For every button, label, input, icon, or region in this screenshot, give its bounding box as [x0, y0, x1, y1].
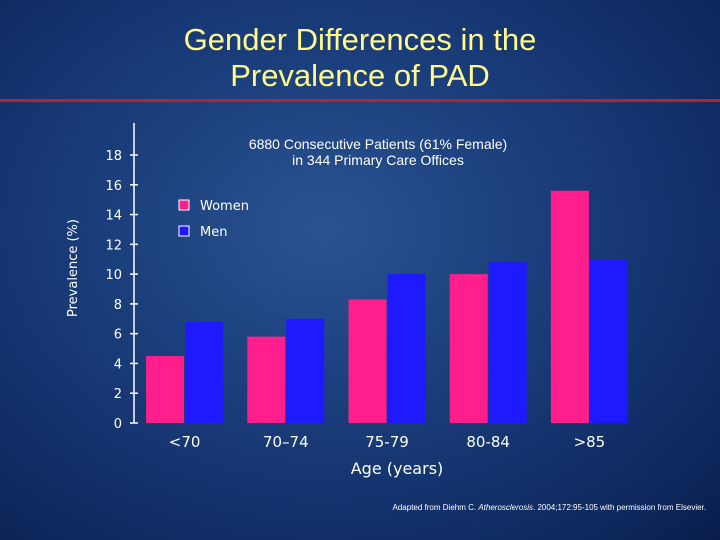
x-tick-label: 80-84	[466, 433, 510, 451]
x-tick-label: <70	[169, 433, 201, 451]
chart-subtitle-line-2: in 344 Primary Care Offices	[292, 152, 464, 168]
y-tick-label: 10	[105, 268, 122, 283]
chart-subtitle-line-1: 6880 Consecutive Patients (61% Female)	[249, 136, 507, 152]
y-tick-label: 2	[114, 387, 122, 402]
y-tick-labels: 0 2 4 6 8 10 12 14 16 18	[105, 149, 138, 432]
source-credit: Adapted from Diehm C. Atherosclerosis. 2…	[0, 503, 706, 512]
legend-item-men: Men	[178, 225, 227, 240]
bar-women-0	[146, 356, 185, 423]
bars	[146, 190, 628, 423]
legend-swatch-men	[178, 225, 190, 237]
credit-journal: Atherosclerosis	[478, 503, 534, 512]
bar-women-1	[247, 336, 286, 423]
y-tick-label: 8	[114, 298, 122, 313]
slide-title: Gender Differences in the Prevalence of …	[0, 22, 720, 94]
bar-men-2	[387, 274, 426, 423]
y-tick-label: 18	[105, 149, 122, 164]
x-axis-title: Age (years)	[351, 459, 444, 478]
x-tick-label: >85	[574, 433, 606, 451]
x-tick-label: 70–74	[263, 433, 309, 451]
legend: Women Men	[178, 199, 249, 240]
legend-label-women: Women	[200, 199, 249, 214]
y-tick-label: 6	[114, 328, 122, 343]
x-tick-label: 75-79	[365, 433, 409, 451]
bar-women-4	[550, 190, 589, 423]
y-tick-label: 12	[105, 238, 122, 253]
legend-item-women: Women	[178, 199, 249, 214]
y-tick-label: 4	[114, 357, 122, 372]
title-line-1: Gender Differences in the	[183, 22, 537, 57]
x-tick-labels: <70 70–74 75-79 80-84 >85	[169, 433, 605, 451]
bar-men-1	[286, 318, 325, 423]
y-tick-label: 16	[105, 179, 122, 194]
legend-swatch-women	[178, 199, 190, 211]
bar-men-0	[185, 321, 224, 423]
bar-women-3	[449, 274, 488, 423]
title-line-2: Prevalence of PAD	[230, 58, 490, 93]
title-divider	[0, 99, 720, 102]
y-tick-label: 14	[105, 209, 122, 224]
bar-women-2	[348, 299, 387, 423]
y-tick-label: 0	[114, 417, 122, 432]
credit-suffix: . 2004;172:95-105 with permission from E…	[533, 503, 706, 512]
credit-prefix: Adapted from Diehm C.	[392, 503, 479, 512]
legend-label-men: Men	[200, 225, 227, 240]
bar-men-4	[589, 259, 628, 423]
bar-men-3	[488, 262, 527, 423]
y-axis-title: Prevalence (%)	[66, 219, 81, 317]
